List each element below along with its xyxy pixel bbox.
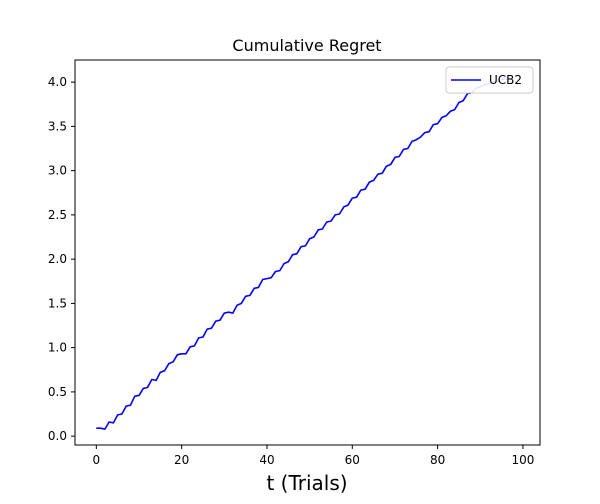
y-tick-label: 2.0: [48, 252, 67, 266]
y-tick-label: 0.5: [48, 385, 67, 399]
y-axis: 0.0 0.5 1.0 1.5 2.0 2.5 3.0 3.5 4.0: [48, 75, 75, 443]
x-tick-label: 20: [174, 453, 189, 467]
series-layer: [96, 76, 511, 430]
plot-frame: [74, 59, 541, 446]
y-tick-label: 4.0: [48, 75, 67, 89]
x-axis: 0 20 40 60 80 100: [93, 445, 534, 467]
y-tick-label: 3.5: [48, 119, 67, 133]
x-axis-label: t (Trials): [266, 471, 347, 495]
y-tick-label: 1.5: [48, 296, 67, 310]
y-tick-label: 3.0: [48, 164, 67, 178]
y-tick-label: 0.0: [48, 429, 67, 443]
x-tick-label: 80: [430, 453, 445, 467]
x-tick-label: 40: [259, 453, 274, 467]
plot-area: 0 20 40 60 80 100 0.0 0.5 1.0 1.5 2.0 2.5 3.0 3.5 4.0: [48, 59, 541, 467]
x-tick-label: 60: [345, 453, 360, 467]
x-tick-label: 0: [93, 453, 101, 467]
legend: UCB2: [445, 66, 534, 94]
y-tick-label: 1.0: [48, 341, 67, 355]
legend-box: [445, 66, 534, 94]
chart-title: Cumulative Regret: [232, 36, 381, 55]
x-tick-label: 100: [511, 453, 534, 467]
series-line-ucb2: [96, 76, 511, 430]
y-tick-label: 2.5: [48, 208, 67, 222]
legend-label-ucb2: UCB2: [489, 73, 522, 87]
